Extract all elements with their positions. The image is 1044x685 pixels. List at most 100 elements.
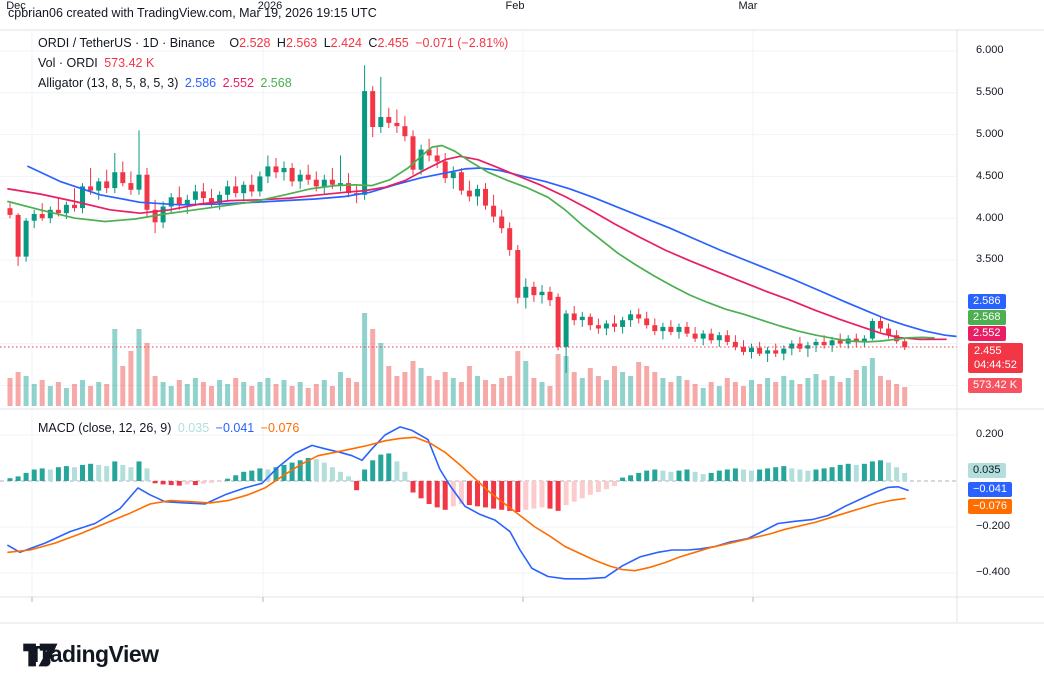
macd-hist-bar xyxy=(281,464,287,481)
time-tick-label[interactable]: 2026 xyxy=(257,0,283,12)
volume-bar xyxy=(869,358,875,406)
volume-bar xyxy=(515,351,521,406)
candle-body xyxy=(700,333,706,339)
volume-legend-row[interactable]: Vol · ORDI 573.42 K xyxy=(38,56,157,70)
alligator-indicator-title[interactable]: Alligator (13, 8, 5, 8, 5, 3) xyxy=(38,76,179,90)
macd-hist-bar xyxy=(217,481,223,482)
tradingview-logo[interactable]: TradingView xyxy=(22,641,159,668)
volume-bar xyxy=(88,386,94,406)
volume-bar xyxy=(192,378,198,406)
candle-body xyxy=(128,183,134,190)
candle-body xyxy=(612,323,617,327)
macd-tick-label[interactable]: 0.200 xyxy=(976,428,1004,440)
price-tick-label[interactable]: 4.000 xyxy=(976,212,1004,224)
candle-body xyxy=(628,314,634,321)
macd-hist-bar xyxy=(120,464,126,481)
volume-bar xyxy=(644,366,650,406)
macd-hist-bar xyxy=(305,458,311,481)
symbol-legend-row[interactable]: ORDI / TetherUS · 1D · Binance O2.528 H2… xyxy=(38,36,511,50)
macd-line xyxy=(7,426,909,580)
jaw-price-label: 2.586 xyxy=(968,294,1006,309)
candle-body xyxy=(878,321,883,329)
volume-bar xyxy=(281,380,287,406)
macd-hist-bar xyxy=(329,467,335,481)
price-tick-label[interactable]: 5.500 xyxy=(976,86,1004,98)
volume-bar xyxy=(217,380,223,406)
macd-hist-bar xyxy=(886,462,891,481)
price-tick-label[interactable]: 3.500 xyxy=(976,253,1004,265)
macd-hist-axis-label: 0.035 xyxy=(968,463,1006,478)
candle-body xyxy=(523,286,529,298)
symbol-title[interactable]: ORDI / TetherUS · 1D · Binance xyxy=(38,36,215,50)
candle-body xyxy=(644,318,650,326)
volume-bar xyxy=(765,378,771,406)
last-price-value: 2.455 xyxy=(974,345,1002,357)
time-tick-label[interactable]: Mar xyxy=(738,0,758,12)
alligator-teeth-value: 2.552 xyxy=(222,76,254,90)
volume-bar xyxy=(483,380,488,406)
macd-hist-bar xyxy=(184,481,190,485)
macd-hist-bar xyxy=(620,477,626,481)
macd-hist-bar xyxy=(458,481,464,504)
volume-indicator-title[interactable]: Vol · ORDI xyxy=(38,56,98,70)
macd-hist-bar xyxy=(845,463,851,482)
volume-bar xyxy=(80,380,85,406)
volume-bar xyxy=(458,382,464,406)
macd-tick-label[interactable]: −0.400 xyxy=(976,566,1010,578)
macd-indicator-title[interactable]: MACD (close, 12, 26, 9) xyxy=(38,421,172,435)
candle-body xyxy=(23,220,29,257)
volume-bar xyxy=(579,378,585,406)
volume-bar xyxy=(724,378,730,406)
volume-bar xyxy=(338,372,343,406)
candle-body xyxy=(434,155,440,162)
alligator-lips-line xyxy=(7,144,935,343)
lips-price-label: 2.568 xyxy=(968,310,1006,325)
macd-hist-bar xyxy=(128,467,134,481)
price-tick-label[interactable]: 6.000 xyxy=(976,44,1004,56)
volume-bar xyxy=(160,382,166,406)
volume-bar xyxy=(716,386,722,406)
macd-hist-bar xyxy=(869,461,875,481)
candle-body xyxy=(47,209,53,219)
candle-body xyxy=(499,216,505,229)
price-tick-label[interactable]: 5.000 xyxy=(976,128,1004,140)
ohlc-open-letter: O xyxy=(229,36,240,50)
candle-body xyxy=(15,214,21,257)
candle-body xyxy=(571,313,577,321)
volume-bar xyxy=(394,376,400,406)
volume-bar xyxy=(31,384,37,406)
volume-bar xyxy=(853,370,859,406)
candle-body xyxy=(249,184,255,192)
volume-bar xyxy=(200,382,206,406)
time-tick-label[interactable]: Dec xyxy=(6,0,26,12)
macd-tick-label[interactable]: −0.200 xyxy=(976,520,1010,532)
volume-bar xyxy=(466,366,472,406)
macd-hist-bar xyxy=(112,461,118,481)
time-tick-label[interactable]: Feb xyxy=(505,0,525,12)
price-tick-label[interactable]: 4.500 xyxy=(976,170,1004,182)
candle-body xyxy=(338,183,343,185)
macd-hist-bar xyxy=(144,468,150,481)
macd-hist-bar xyxy=(370,460,376,481)
volume-bar xyxy=(313,384,319,406)
volume-bar xyxy=(676,376,682,406)
macd-hist-bar xyxy=(716,470,722,481)
candle-body xyxy=(297,174,303,182)
volume-bar xyxy=(426,376,432,406)
volume-bar xyxy=(708,382,714,406)
alligator-legend-row[interactable]: Alligator (13, 8, 5, 8, 5, 3) 2.586 2.55… xyxy=(38,76,295,90)
macd-line-axis-label: −0.041 xyxy=(968,482,1012,497)
volume-bar xyxy=(442,372,448,406)
candle-body xyxy=(410,136,416,170)
macd-hist-bar xyxy=(475,481,480,507)
macd-hist-bar xyxy=(7,478,13,481)
macd-line-value: −0.041 xyxy=(215,421,255,435)
macd-hist-bar xyxy=(55,467,61,481)
macd-hist-bar xyxy=(902,472,908,481)
ohlc-high-value: 2.563 xyxy=(285,36,318,50)
macd-legend-row[interactable]: MACD (close, 12, 26, 9) 0.035 −0.041 −0.… xyxy=(38,421,302,435)
macd-hist-bar xyxy=(644,470,650,481)
candle-body xyxy=(426,149,432,156)
